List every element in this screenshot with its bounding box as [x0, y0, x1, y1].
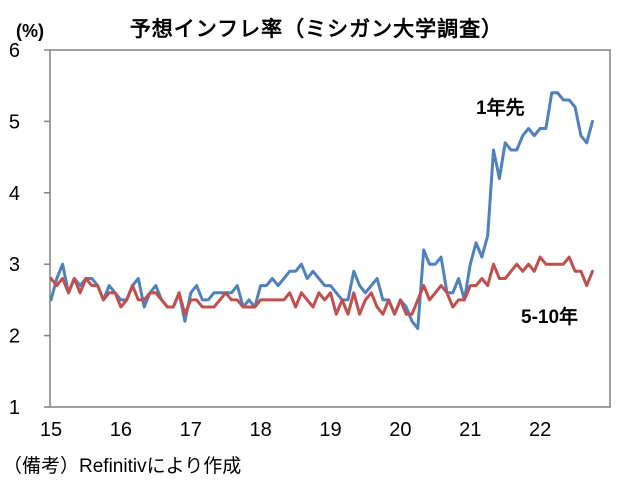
x-tick-label-18: 18 [250, 419, 272, 441]
x-tick-label-20: 20 [389, 419, 411, 441]
y-axis-unit-label: (%) [16, 21, 44, 41]
y-tick-label-1: 1 [9, 397, 20, 419]
x-tick-label-21: 21 [459, 419, 481, 441]
series-label-5-10-year: 5-10年 [521, 307, 579, 328]
x-tick-label-17: 17 [180, 419, 202, 441]
y-tick-label-2: 2 [9, 326, 20, 348]
plot-border [49, 49, 611, 408]
y-tick-label-4: 4 [9, 183, 20, 205]
y-tick-label-3: 3 [9, 254, 20, 276]
line-1-year-ahead [49, 91, 594, 330]
y-tick-label-6: 6 [9, 40, 20, 62]
chart-title: 予想インフレ率（ミシガン大学調査） [129, 18, 504, 41]
x-tick-label-15: 15 [40, 419, 62, 441]
y-tick-label-5: 5 [9, 111, 20, 133]
source-note: （備考）Refinitivにより作成 [3, 456, 242, 477]
x-tick-label-16: 16 [110, 419, 132, 441]
line-5-10-year [49, 255, 594, 316]
x-tick-label-19: 19 [319, 419, 341, 441]
x-tick-label-22: 22 [529, 419, 551, 441]
series-label-1-year-ahead: 1年先 [476, 98, 525, 119]
